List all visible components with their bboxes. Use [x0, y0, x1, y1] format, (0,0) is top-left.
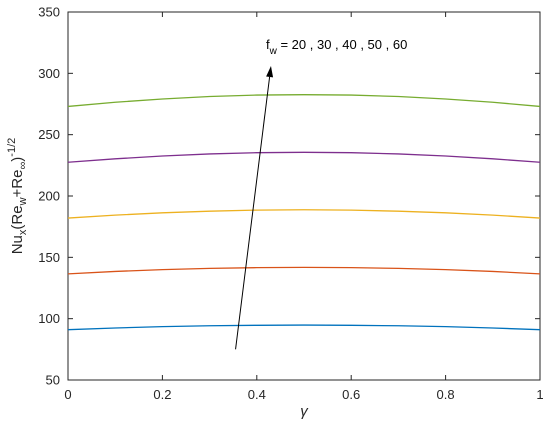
y-label-sub-inf: ∞	[17, 162, 29, 170]
annotation-base: f	[266, 37, 270, 52]
x-tick-label: 0.6	[342, 387, 360, 402]
annotation-arrow	[235, 76, 271, 350]
series-line-1	[67, 324, 541, 331]
y-label-plus: +Re	[9, 170, 26, 198]
x-tick-label: 0.4	[248, 387, 266, 402]
x-tick-label: 0	[64, 387, 71, 402]
series-line-5	[67, 94, 541, 108]
y-tick-label: 350	[38, 5, 60, 20]
y-tick-label: 100	[38, 311, 60, 326]
y-axis-label: Nux(Rew+Re∞)-1/2	[6, 138, 29, 255]
y-label-open: (Re	[9, 205, 26, 229]
x-tick-label: 0.2	[153, 387, 171, 402]
x-axis-label: γ	[300, 403, 309, 420]
series-line-3	[67, 209, 541, 219]
series-layer	[67, 94, 541, 331]
y-tick-label: 200	[38, 189, 60, 204]
series-line-4	[67, 151, 541, 163]
y-tick-label: 300	[38, 66, 60, 81]
y-label-sub-x: x	[17, 229, 29, 235]
x-ticks: 0 0.2 0.4 0.6 0.8 1	[64, 12, 544, 402]
y-tick-label: 150	[38, 250, 60, 265]
x-tick-label: 0.8	[437, 387, 455, 402]
annotation-sub: w	[269, 46, 278, 57]
y-tick-label: 250	[38, 127, 60, 142]
y-label-close: )	[9, 157, 26, 162]
series-line-2	[67, 266, 541, 275]
x-tick-label: 1	[536, 387, 543, 402]
y-label-base: Nu	[9, 235, 26, 254]
y-ticks: 50 100 150 200 250 300 350	[38, 5, 540, 388]
y-tick-label: 50	[46, 373, 60, 388]
annotation-arrow-head	[266, 65, 274, 78]
annotation-label: fw = 20 , 30 , 40 , 50 , 60	[266, 37, 407, 57]
annotation-values: = 20 , 30 , 40 , 50 , 60	[277, 37, 407, 52]
y-label-sup: -1/2	[6, 138, 18, 157]
y-label-sub-w: w	[17, 197, 29, 206]
